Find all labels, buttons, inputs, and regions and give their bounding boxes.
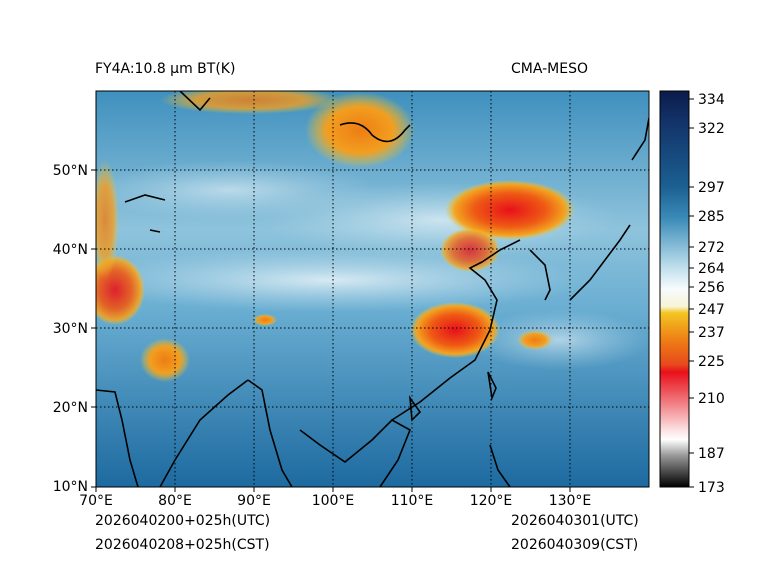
korea-coast	[529, 249, 551, 301]
map-frame	[95, 90, 650, 488]
hainan-coast	[408, 395, 422, 422]
lon-label: 70°E	[79, 493, 113, 509]
lon-label: 130°E	[549, 493, 592, 509]
cold-cloud-top	[445, 180, 575, 240]
colorbar-label: 272	[698, 240, 725, 256]
japan-coast	[569, 224, 631, 301]
colorbar-label: 225	[698, 354, 725, 370]
colorbar-label: 247	[698, 302, 725, 318]
cold-cloud-top	[96, 160, 119, 280]
lon-labels: 70°E 80°E 90°E 100°E 110°E 120°E 130°E	[79, 493, 591, 509]
indochina-coast	[299, 419, 412, 487]
colorbar-label: 297	[698, 180, 725, 196]
cold-cloud-top	[96, 255, 145, 325]
cold-cloud-top	[140, 338, 190, 382]
lat-label: 20°N	[53, 400, 88, 416]
cloud-band	[470, 310, 649, 370]
lakes	[124, 194, 166, 233]
bay-of-bengal-coast	[159, 379, 249, 487]
lon-label: 110°E	[391, 493, 434, 509]
cold-cloud-top	[160, 91, 340, 114]
north-coast	[179, 91, 211, 112]
china-coast	[391, 239, 521, 421]
colorbar-label: 334	[698, 92, 725, 108]
init-time-utc: 2026040200+025h(UTC)	[95, 513, 271, 529]
colorbar-frame	[659, 90, 690, 488]
colorbar-label: 237	[698, 325, 725, 341]
colorbar	[660, 91, 689, 487]
colorbar-label: 210	[698, 391, 725, 407]
lat-label: 50°N	[53, 163, 88, 179]
myanmar-coast	[247, 379, 293, 487]
cloud-band	[96, 248, 590, 312]
lat-label: 10°N	[53, 479, 88, 495]
lon-ticks	[95, 487, 571, 492]
cold-cloud-top	[253, 314, 277, 326]
lon-label: 100°E	[312, 493, 355, 509]
colorbar-label: 322	[698, 121, 725, 137]
map-panel	[96, 91, 649, 487]
colorbar-label: 285	[698, 209, 725, 225]
lat-label: 30°N	[53, 321, 88, 337]
model-name: CMA-MESO	[511, 61, 589, 77]
colorbar-label: 173	[698, 480, 725, 496]
colorbar-labels: 334 322 297 285 272 264 256 247 237 225 …	[698, 92, 725, 496]
cloud-band	[96, 160, 380, 220]
lon-label: 90°E	[237, 493, 271, 509]
valid-time-utc: 2026040301(UTC)	[511, 513, 639, 529]
lon-label: 80°E	[158, 493, 192, 509]
init-time-cst: 2026040208+025h(CST)	[95, 537, 270, 553]
colorbar-label: 264	[698, 261, 725, 277]
cold-cloud-top	[410, 302, 500, 358]
lat-ticks	[91, 169, 96, 488]
valid-time-cst: 2026040309(CST)	[511, 537, 639, 553]
cold-cloud-top	[517, 330, 553, 350]
graticule	[96, 91, 649, 487]
map-title: FY4A:10.8 µm BT(K)	[95, 61, 236, 77]
lon-label: 120°E	[470, 493, 513, 509]
lat-label: 40°N	[53, 242, 88, 258]
cold-cloud-top	[440, 228, 500, 272]
colorbar-ticks	[689, 98, 694, 488]
lake-baikal	[339, 122, 411, 143]
coastlines	[96, 91, 649, 487]
india-coast	[96, 389, 139, 487]
colorbar-label: 187	[698, 446, 725, 462]
taiwan-coast	[487, 371, 497, 402]
lat-labels: 10°N 20°N 30°N 40°N 50°N	[53, 163, 88, 495]
colorbar-label: 256	[698, 280, 725, 296]
sakhalin-coast	[631, 117, 649, 161]
philippines-coast	[489, 444, 511, 487]
